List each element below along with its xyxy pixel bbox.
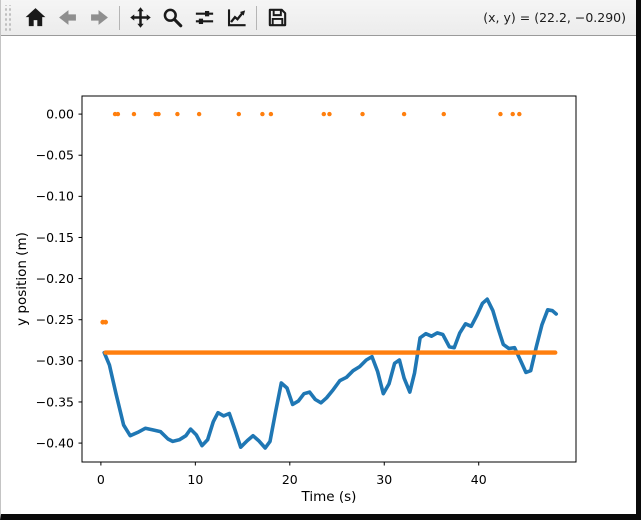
forward-button[interactable] bbox=[84, 4, 114, 32]
start-cluster-point bbox=[103, 319, 109, 325]
y-position-trace-line bbox=[102, 297, 559, 450]
event-markers-point bbox=[131, 111, 137, 117]
x-tick-label: 20 bbox=[282, 472, 298, 487]
y-tick-label: −0.15 bbox=[36, 230, 74, 245]
event-markers-point bbox=[175, 111, 180, 117]
y-tick-label: −0.30 bbox=[36, 353, 74, 368]
y-tick-label: −0.25 bbox=[36, 312, 74, 327]
event-markers-point bbox=[236, 111, 241, 117]
chart-layer: 0 10 20 30 40 0.00 −0.05 −0.10 −0.15 −0.20 −0.25 −0… bbox=[36, 95, 577, 487]
toolbar-grip-handle[interactable] bbox=[4, 4, 11, 31]
event-markers-point bbox=[510, 111, 515, 117]
y-tick-label: −0.20 bbox=[36, 271, 74, 286]
toolbar-separator bbox=[256, 5, 257, 30]
y-tick-label: 0.00 bbox=[46, 106, 74, 121]
figure-canvas[interactable]: 0 10 20 30 40 0.00 −0.05 −0.10 −0.15 −0.20 −0.25 −0… bbox=[1, 36, 636, 514]
y-tick-label: −0.40 bbox=[36, 435, 74, 450]
event-markers-point bbox=[327, 111, 332, 117]
event-markers-point bbox=[260, 111, 265, 117]
magnifier-icon bbox=[163, 8, 182, 28]
cursor-coordinates-readout: (x, y) = (22.2, −0.290) bbox=[483, 10, 626, 25]
y-tick-label: −0.35 bbox=[36, 394, 74, 409]
home-button[interactable] bbox=[20, 4, 50, 32]
event-markers-point bbox=[441, 111, 446, 117]
toolbar-separator bbox=[119, 5, 120, 30]
event-markers-point bbox=[268, 111, 274, 117]
chart-arrow-icon bbox=[227, 9, 246, 27]
edit-axes-button[interactable] bbox=[221, 4, 251, 32]
x-axis-label: Time (s) bbox=[301, 489, 357, 505]
plot-area[interactable]: 0 10 20 30 40 0.00 −0.05 −0.10 −0.15 −0.20 −0.25 −0… bbox=[1, 36, 636, 514]
save-button[interactable] bbox=[262, 4, 292, 32]
event-markers-point bbox=[517, 111, 522, 117]
x-tick-label: 30 bbox=[376, 472, 392, 487]
event-markers-point bbox=[196, 111, 202, 117]
x-tick-label: 10 bbox=[187, 472, 203, 487]
zoom-button[interactable] bbox=[157, 4, 187, 32]
x-tick-label: 40 bbox=[471, 472, 487, 487]
floppy-disk-icon bbox=[268, 8, 286, 27]
arrow-right-icon bbox=[90, 10, 108, 25]
arrow-left-icon bbox=[58, 10, 76, 25]
back-button[interactable] bbox=[52, 4, 82, 32]
event-markers-point bbox=[401, 111, 407, 117]
x-tick-label: 0 bbox=[97, 472, 105, 487]
event-markers-point bbox=[360, 111, 365, 117]
home-icon bbox=[25, 8, 45, 27]
axes-frame bbox=[81, 95, 577, 463]
event-markers-point bbox=[321, 111, 327, 117]
event-markers-point bbox=[115, 111, 121, 117]
y-tick-label: −0.10 bbox=[36, 189, 74, 204]
move-arrows-icon bbox=[129, 7, 151, 28]
y-axis-label: y position (m) bbox=[14, 232, 30, 326]
configure-subplots-button[interactable] bbox=[189, 4, 219, 32]
event-markers-point bbox=[498, 111, 503, 117]
event-markers-point bbox=[156, 111, 161, 117]
sliders-icon bbox=[195, 10, 213, 25]
y-tick-label: −0.05 bbox=[36, 148, 74, 163]
pan-button[interactable] bbox=[125, 4, 155, 32]
matplotlib-toolbar: (x, y) = (22.2, −0.290) bbox=[1, 0, 636, 36]
